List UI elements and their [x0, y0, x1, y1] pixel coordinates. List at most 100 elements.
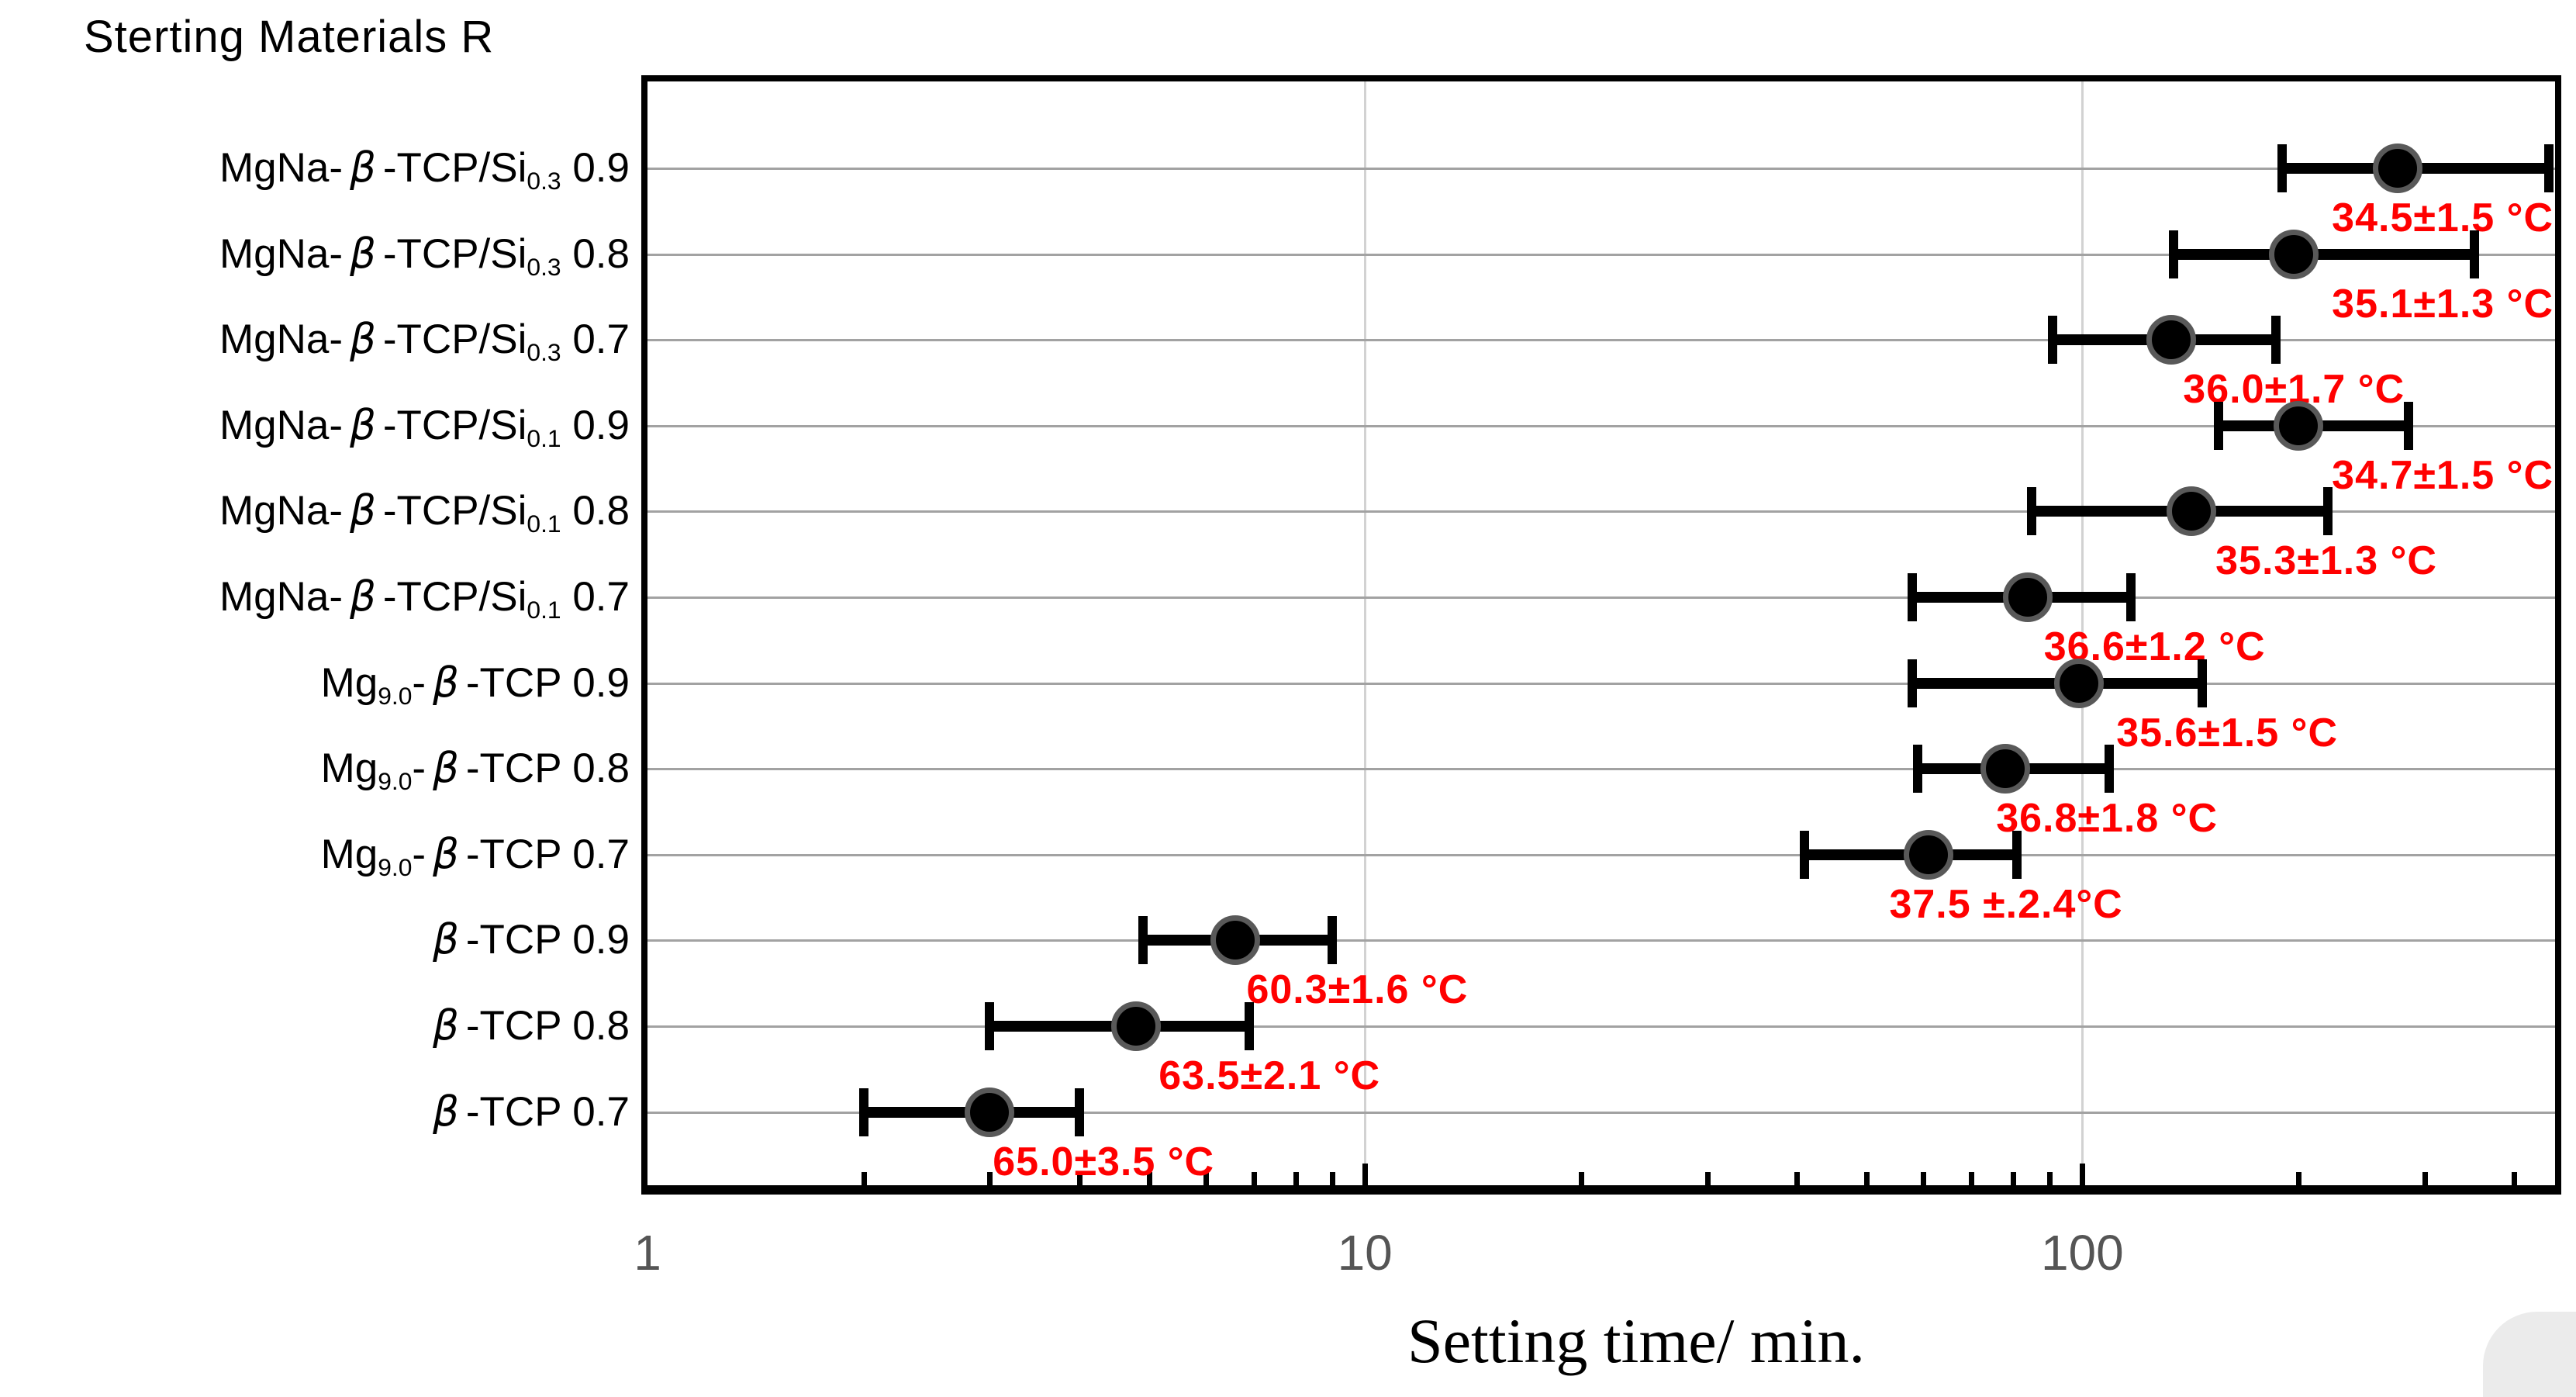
error-bar-cap-right — [2270, 316, 2281, 365]
gridline-horizontal — [647, 510, 2555, 514]
x-axis-minor-tick — [1251, 1172, 1257, 1185]
error-bar-cap-right — [1245, 1002, 1255, 1050]
row-label: Mg9.0- β -TCP 0.8 — [320, 745, 630, 796]
x-axis-tick-label: 10 — [1337, 1225, 1393, 1281]
data-point-marker — [1111, 1001, 1162, 1051]
gridline-horizontal — [647, 768, 2555, 771]
temperature-annotation: 34.7±1.5 °C — [2332, 452, 2554, 498]
x-axis-minor-tick — [2047, 1172, 2053, 1185]
row-label: Mg9.0- β -TCP 0.9 — [320, 659, 630, 710]
gridline-horizontal — [647, 853, 2555, 856]
error-bar-cap-left — [2277, 144, 2288, 192]
x-axis-minor-tick — [1293, 1172, 1299, 1185]
error-bar-cap-left — [2048, 316, 2058, 365]
data-point-marker — [965, 1087, 1015, 1137]
gridline-vertical — [2081, 81, 2084, 1185]
row-label: MgNa-β -TCP/Si0.3 0.8 — [219, 230, 630, 281]
x-axis-minor-tick — [2512, 1172, 2518, 1185]
row-label: Mg9.0- β -TCP 0.7 — [320, 830, 630, 881]
gridline-horizontal — [647, 596, 2555, 599]
x-axis-minor-tick — [1704, 1172, 1711, 1185]
row-label: MgNa-β -TCP/Si0.3 0.9 — [219, 144, 630, 195]
x-axis-minor-tick — [2295, 1172, 2301, 1185]
x-axis-minor-tick — [987, 1172, 993, 1185]
error-bar-cap-left — [858, 1088, 868, 1136]
temperature-annotation: 65.0±3.5 °C — [993, 1139, 1215, 1184]
temperature-annotation: 34.5±1.5 °C — [2332, 195, 2554, 240]
gridline-horizontal — [647, 1025, 2555, 1028]
y-axis-column-title: Sterting Materials R — [84, 12, 495, 62]
x-axis-minor-tick — [1146, 1172, 1152, 1185]
data-point-marker — [2268, 229, 2319, 279]
gridline-vertical — [1364, 81, 1367, 1185]
temperature-annotation: 35.1±1.3 °C — [2332, 281, 2554, 327]
temperature-annotation: 36.8±1.8 °C — [1996, 796, 2219, 842]
data-point-marker — [2273, 400, 2323, 451]
error-bar-cap-left — [2168, 230, 2178, 278]
x-axis-minor-tick — [1578, 1172, 1584, 1185]
error-bar-cap-left — [2027, 487, 2037, 536]
data-point-marker — [2054, 658, 2105, 708]
error-bar-cap-left — [1908, 659, 1918, 707]
error-bar-cap-right — [2544, 144, 2554, 192]
error-bar-cap-left — [1800, 830, 1810, 879]
x-axis-minor-tick — [1329, 1172, 1335, 1185]
error-bar-cap-right — [2198, 659, 2208, 707]
error-bar-cap-right — [2323, 487, 2333, 536]
error-bar-cap-right — [2126, 573, 2136, 621]
x-axis-minor-tick — [1921, 1172, 1927, 1185]
error-bar-cap-left — [2214, 401, 2224, 450]
row-label: MgNa-β -TCP/Si0.1 0.9 — [219, 401, 630, 452]
temperature-annotation: 63.5±2.1 °C — [1159, 1053, 1381, 1098]
data-point-marker — [2372, 144, 2422, 193]
x-axis-minor-tick — [1203, 1172, 1209, 1185]
error-bar-cap-left — [1908, 573, 1918, 621]
error-bar-cap-left — [1138, 916, 1148, 965]
data-point-marker — [2167, 486, 2217, 537]
row-label: β -TCP 0.7 — [433, 1088, 630, 1136]
x-axis-minor-tick — [1863, 1172, 1870, 1185]
error-bar-cap-right — [1075, 1088, 1084, 1136]
data-point-marker — [1903, 829, 1953, 880]
x-axis-minor-tick — [861, 1172, 867, 1185]
x-axis-minor-tick — [2422, 1172, 2428, 1185]
error-bar-cap-left — [1913, 745, 1923, 794]
temperature-annotation: 60.3±1.6 °C — [1246, 967, 1469, 1013]
temperature-annotation: 37.5 ±.2.4°C — [1889, 881, 2123, 927]
x-axis-minor-tick — [1969, 1172, 1975, 1185]
x-axis-tick-label: 100 — [2040, 1225, 2124, 1281]
data-point-marker — [2003, 572, 2053, 622]
error-bar-cap-left — [985, 1002, 995, 1050]
data-point-marker — [2146, 315, 2196, 365]
x-axis-title: Setting time/ min. — [1407, 1305, 1865, 1376]
gridline-horizontal — [647, 682, 2555, 685]
row-label: β -TCP 0.8 — [433, 1002, 630, 1049]
x-axis-major-tick — [2080, 1164, 2086, 1185]
gridline-horizontal — [647, 939, 2555, 942]
data-point-marker — [1980, 744, 2030, 794]
row-label: MgNa-β -TCP/Si0.3 0.7 — [219, 316, 630, 367]
gridline-horizontal — [647, 1111, 2555, 1114]
data-point-marker — [1210, 915, 1261, 966]
x-axis-minor-tick — [1077, 1172, 1083, 1185]
x-axis-minor-tick — [1794, 1172, 1801, 1185]
scan-corner-artifact — [2483, 1312, 2576, 1397]
gridline-horizontal — [647, 339, 2555, 342]
row-label: MgNa-β -TCP/Si0.1 0.7 — [219, 573, 630, 624]
error-bar-cap-right — [2469, 230, 2479, 278]
error-bar-cap-right — [1327, 916, 1337, 965]
row-label: MgNa-β -TCP/Si0.1 0.8 — [219, 487, 630, 538]
x-axis-minor-tick — [2010, 1172, 2016, 1185]
plot-area: 34.5±1.5 °C 35.1±1.3 °C 36.0±1.7 °C 34.7±1.… — [641, 75, 2561, 1195]
temperature-annotation: 35.3±1.3 °C — [2215, 538, 2437, 584]
error-bar-cap-right — [2011, 830, 2022, 879]
error-bar-cap-right — [2404, 401, 2414, 450]
error-bar — [2173, 248, 2474, 260]
x-axis-tick-label: 1 — [634, 1225, 661, 1281]
gridline-horizontal — [647, 253, 2555, 256]
gridline-horizontal — [647, 424, 2555, 427]
x-axis-major-tick — [1362, 1164, 1369, 1185]
row-label: β -TCP 0.9 — [433, 916, 630, 964]
temperature-annotation: 35.6±1.5 °C — [2116, 710, 2339, 756]
